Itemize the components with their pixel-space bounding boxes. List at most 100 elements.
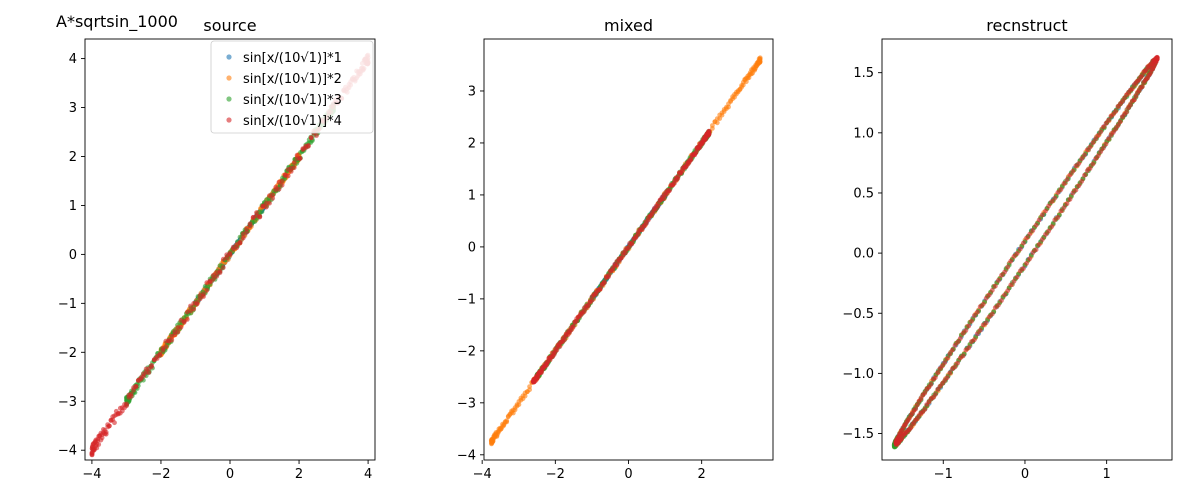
data-point <box>291 165 297 171</box>
data-point <box>1128 102 1133 108</box>
data-point <box>240 235 246 241</box>
data-point <box>1011 254 1017 259</box>
subplot-recnstruct: recnstruct −1 0 1 −1.5 −1.0 −0.5 0.0 0.5 1.0 1.5 <box>842 16 1173 482</box>
scatter-points <box>488 55 763 447</box>
data-point <box>122 405 127 411</box>
data-point <box>101 430 106 435</box>
data-point <box>1113 126 1118 132</box>
data-point <box>1014 251 1020 256</box>
axes-frame <box>881 38 1173 461</box>
data-point <box>197 296 203 302</box>
data-point <box>1024 235 1029 241</box>
data-point <box>254 210 259 216</box>
data-point <box>1098 149 1104 154</box>
data-point <box>514 403 520 409</box>
data-point <box>700 137 706 142</box>
data-point <box>924 386 930 392</box>
y-tick-label: 1.5 <box>853 66 874 81</box>
data-point <box>698 141 704 147</box>
data-point <box>570 323 576 329</box>
data-point <box>581 305 587 311</box>
data-point <box>541 366 546 372</box>
data-point <box>169 333 175 339</box>
legend-marker <box>226 54 232 60</box>
series-1 <box>891 57 1159 450</box>
data-point <box>504 419 510 425</box>
data-point <box>688 157 694 163</box>
subplot-source: source −4 −2 0 2 4 −4 −3 −2 −1 0 1 2 3 4 sin[x/(10√1)]*… <box>58 16 376 482</box>
y-tick-label: 2 <box>468 136 476 151</box>
data-point <box>133 384 139 389</box>
data-point <box>1095 153 1101 159</box>
data-point <box>300 146 306 152</box>
data-point <box>916 398 922 404</box>
data-point <box>524 389 530 394</box>
y-tick-label: 3 <box>468 84 476 99</box>
y-tick-label: 0 <box>468 240 476 255</box>
data-point <box>97 433 103 439</box>
data-point <box>1064 177 1070 183</box>
data-point <box>675 174 681 180</box>
data-point <box>175 329 181 335</box>
y-tick-label: −0.5 <box>842 307 874 322</box>
data-point <box>136 377 141 383</box>
data-point <box>587 299 593 304</box>
scatter-points <box>891 54 1160 450</box>
data-point <box>930 376 936 382</box>
data-point <box>1103 121 1109 126</box>
data-point <box>740 82 746 88</box>
data-point <box>1039 237 1045 242</box>
y-tick-label: 4 <box>69 52 77 67</box>
legend-label: sin[x/(10√1)]*1 <box>243 51 342 66</box>
data-point <box>585 302 591 308</box>
data-point <box>175 325 181 331</box>
x-tick-label: 4 <box>364 467 372 482</box>
data-point <box>635 230 641 235</box>
data-point <box>184 317 190 322</box>
data-point <box>143 366 149 372</box>
figure-suptitle: A*sqrtsin_1000 <box>56 12 178 31</box>
y-tick-label: 0.0 <box>853 247 874 262</box>
data-point <box>1030 228 1036 233</box>
data-point <box>1141 69 1147 75</box>
data-point <box>197 293 203 298</box>
data-point <box>955 360 960 366</box>
data-point <box>944 356 950 361</box>
data-point <box>188 308 193 314</box>
data-point <box>509 408 514 414</box>
data-point <box>1036 242 1042 247</box>
data-point <box>207 278 213 284</box>
y-tick-label: −3 <box>58 395 77 410</box>
data-point <box>942 360 948 365</box>
data-point <box>631 236 637 242</box>
data-point <box>1049 224 1055 230</box>
x-tick-label: −2 <box>151 467 170 482</box>
data-point <box>1093 136 1098 142</box>
subplot-mixed: mixed −4 −2 0 2 −4 −3 −2 −1 0 1 2 3 <box>457 16 774 482</box>
x-tick-label: −4 <box>82 467 101 482</box>
data-point <box>593 291 599 297</box>
data-point <box>1154 55 1160 61</box>
data-point <box>937 366 943 372</box>
x-tick-label: 1 <box>1103 467 1111 482</box>
data-point <box>1131 97 1137 103</box>
data-point <box>977 304 983 309</box>
data-point <box>983 320 989 326</box>
data-point <box>143 370 149 375</box>
data-point <box>1115 123 1121 129</box>
subplot-title: source <box>203 16 256 35</box>
data-point <box>999 272 1004 278</box>
data-point <box>217 268 223 274</box>
data-point <box>1055 190 1061 195</box>
data-point <box>1046 228 1051 234</box>
data-point <box>1070 168 1076 174</box>
data-point <box>599 282 605 287</box>
data-point <box>169 337 175 343</box>
data-point <box>576 314 581 320</box>
data-point <box>263 204 269 210</box>
x-tick-label: −4 <box>473 467 492 482</box>
data-point <box>992 283 998 289</box>
data-point <box>754 63 760 68</box>
data-point <box>1082 172 1087 178</box>
